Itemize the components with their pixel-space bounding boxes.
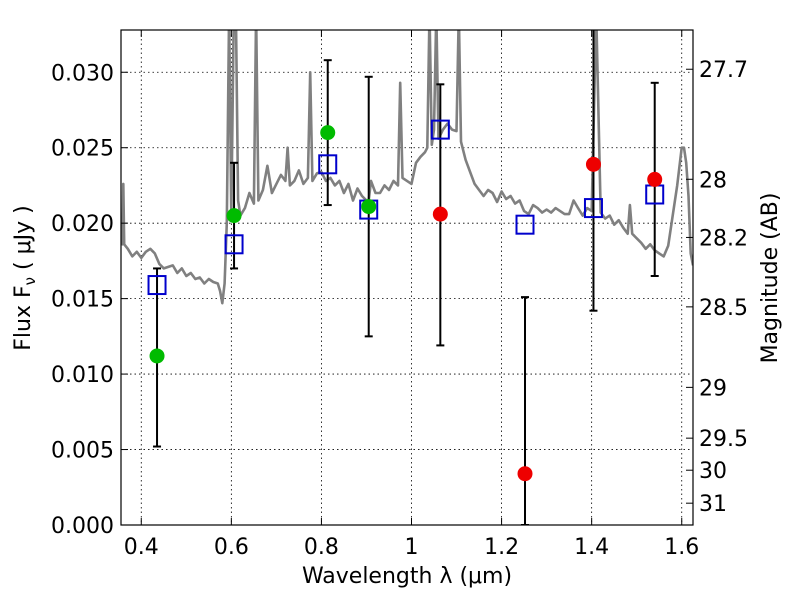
square-marker-1 — [224, 234, 244, 255]
x-axis-label: Wavelength λ (μm) — [302, 564, 512, 589]
y-tick-label-3: 0.015 — [51, 288, 114, 313]
plot-frame — [120, 29, 694, 526]
y-axis-label-main: Flux F — [11, 285, 36, 350]
square-marker-6 — [583, 198, 603, 219]
circle-marker-2-0 — [432, 206, 448, 222]
square-marker-5 — [515, 214, 535, 235]
x-tick-label-5: 1.4 — [574, 535, 609, 560]
y-tick-label-4: 0.020 — [51, 212, 114, 237]
x-tick-label-6: 1.6 — [664, 535, 699, 560]
y2-tick-label-2: 28.2 — [699, 226, 748, 251]
data-markers — [147, 119, 665, 482]
circle-marker-1-3 — [361, 199, 377, 215]
circle-marker-1-2 — [320, 125, 336, 141]
y-tick-label-0: 0.000 — [51, 514, 114, 539]
circle-marker-1-1 — [226, 208, 242, 224]
circle-marker-1-0 — [149, 348, 165, 364]
y2-tick-label-0: 27.7 — [699, 58, 748, 83]
x-tick-label-0: 0.4 — [124, 535, 159, 560]
circle-marker-2-3 — [647, 171, 663, 187]
y2-tick-label-6: 30 — [699, 459, 727, 484]
x-tick-labels: 0.4 0.6 0.8 1 1.2 1.4 1.6 — [124, 535, 699, 560]
y-tick-label-2: 0.010 — [51, 363, 114, 388]
circle-marker-2-1 — [517, 466, 533, 482]
square-marker-4 — [430, 119, 450, 140]
x-tick-label-3: 1 — [405, 535, 419, 560]
model-spectrum-line — [121, 30, 693, 305]
x-tick-label-1: 0.6 — [214, 535, 249, 560]
y2-tick-label-5: 29.5 — [699, 427, 748, 452]
y-tick-label-1: 0.005 — [51, 439, 114, 464]
y2-tick-labels: 27.7 28 28.2 28.5 29 29.5 30 31 — [699, 58, 748, 517]
circle-marker-2-2 — [585, 156, 601, 172]
y2-tick-label-7: 31 — [699, 492, 727, 517]
y-tick-label-5: 0.025 — [51, 137, 114, 162]
y2-tick-label-1: 28 — [699, 168, 727, 193]
grid — [121, 30, 693, 526]
x-tick-label-4: 1.2 — [484, 535, 519, 560]
y-axis-label-unit: ( μJy ) — [11, 205, 36, 277]
y-axis-label-subscript: ν — [21, 277, 39, 285]
model-spectrum — [121, 30, 693, 305]
y-axis-label: Flux Fν ( μJy ) — [11, 205, 39, 350]
y-tick-labels: 0.000 0.005 0.010 0.015 0.020 0.025 0.030 — [51, 61, 114, 539]
square-marker-0 — [147, 275, 167, 296]
y2-tick-label-4: 29 — [699, 376, 727, 401]
y2-tick-label-3: 28.5 — [699, 296, 748, 321]
y2-axis-label: Magnitude (AB) — [758, 193, 783, 364]
y-tick-label-6: 0.030 — [51, 61, 114, 86]
axis-ticks — [121, 30, 693, 526]
x-tick-label-2: 0.8 — [304, 535, 339, 560]
square-marker-2 — [318, 154, 338, 175]
